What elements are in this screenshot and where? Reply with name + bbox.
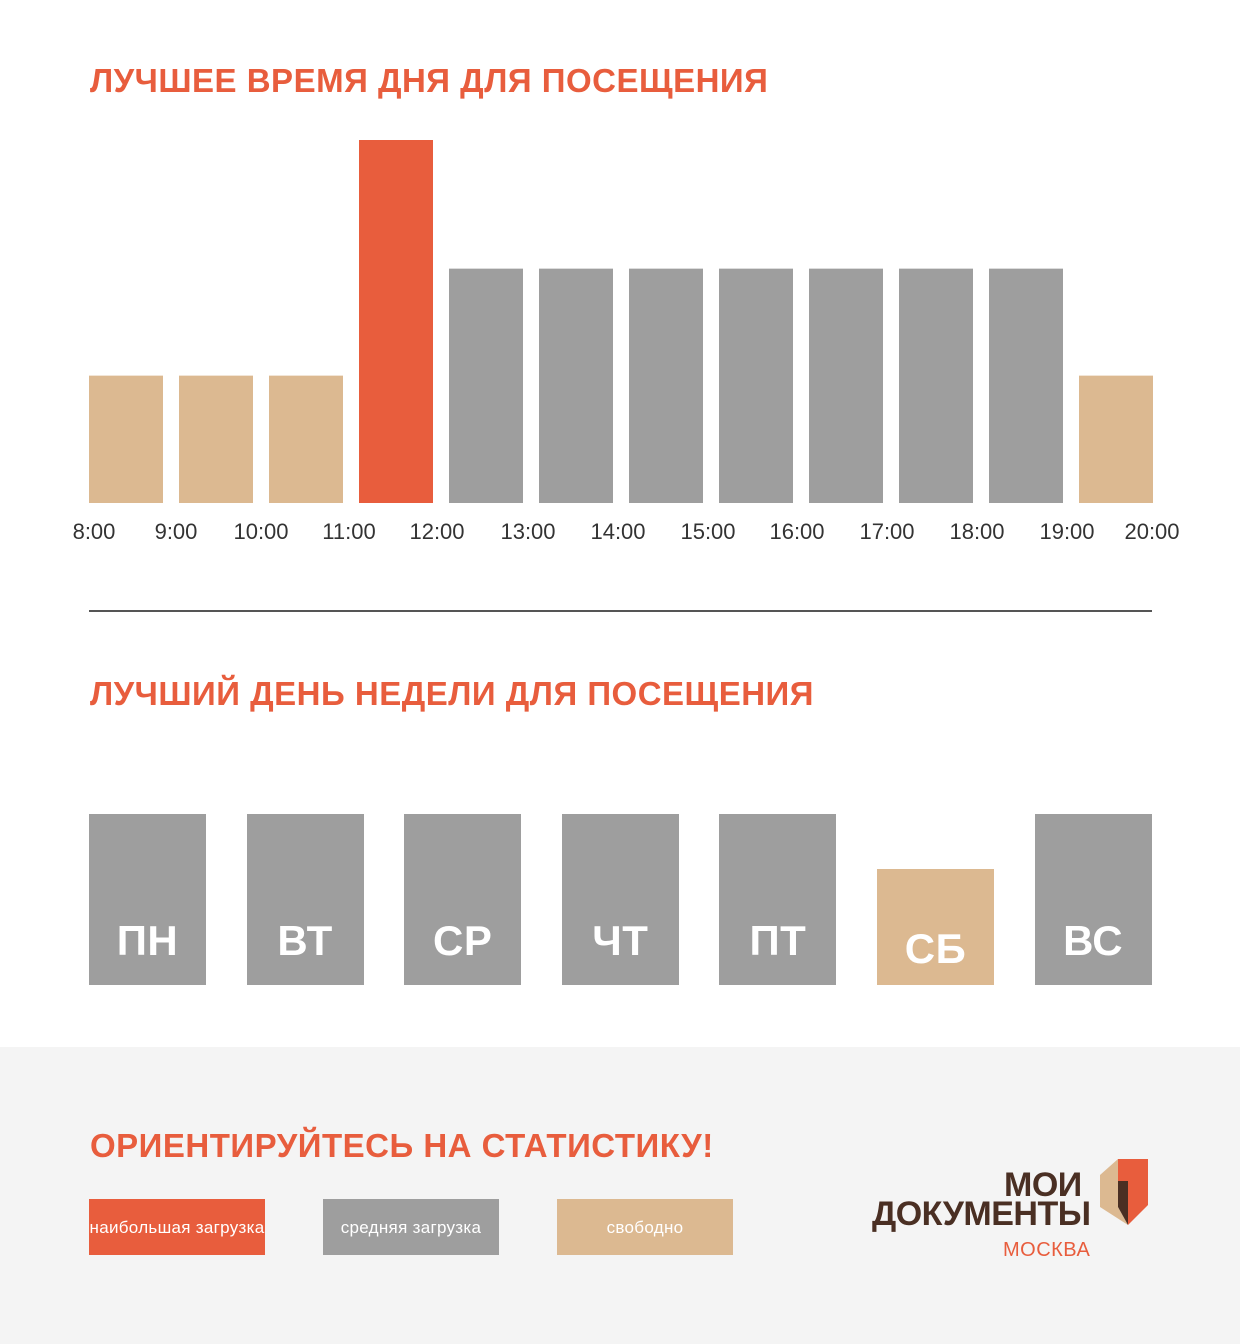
hour-tick-label: 17:00: [859, 519, 914, 544]
logo-line2: ДОКУМЕНТЫ: [872, 1195, 1091, 1233]
moi-dokumenty-logo: МОИ ДОКУМЕНТЫ МОСКВА: [870, 1147, 1170, 1307]
hour-tick-label: 19:00: [1039, 519, 1094, 544]
hours-chart-title: ЛУЧШЕЕ ВРЕМЯ ДНЯ ДЛЯ ПОСЕЩЕНИЯ: [90, 62, 769, 99]
hour-tick-label: 8:00: [73, 519, 116, 544]
days-chart-title: ЛУЧШИЙ ДЕНЬ НЕДЕЛИ ДЛЯ ПОСЕЩЕНИЯ: [90, 675, 814, 712]
hour-tick-label: 14:00: [590, 519, 645, 544]
legend-free: свободно: [557, 1199, 733, 1255]
hour-bar-19:00: [1079, 375, 1153, 503]
hour-tick-label: 9:00: [155, 519, 198, 544]
hour-tick-label: 18:00: [949, 519, 1004, 544]
legend-average-label: средняя загрузка: [340, 1217, 482, 1237]
footer: ОРИЕНТИРУЙТЕСЬ НА СТАТИСТИКУ! наибольшая…: [0, 1047, 1240, 1344]
hour-bar-15:00: [719, 268, 793, 503]
hour-tick-label: 12:00: [409, 519, 464, 544]
day-bar-ВТ: ВТ: [246, 814, 364, 985]
hour-bar-13:00: [539, 268, 613, 503]
footer-title: ОРИЕНТИРУЙТЕСЬ НА СТАТИСТИКУ!: [90, 1127, 714, 1164]
hour-bar-8:00: [89, 375, 163, 503]
hour-bar-11:00: [359, 140, 433, 503]
hour-tick-label: 15:00: [680, 519, 735, 544]
hour-bar-18:00: [989, 268, 1063, 503]
hour-tick-label: 16:00: [769, 519, 824, 544]
legend-busy: наибольшая загрузка: [89, 1199, 265, 1255]
day-bar-ЧТ: ЧТ: [561, 814, 679, 985]
hour-tick-label: 20:00: [1124, 519, 1179, 544]
legend-free-label: свободно: [606, 1217, 684, 1237]
hour-bar-17:00: [899, 268, 973, 503]
hour-bar-9:00: [179, 375, 253, 503]
day-bar-СБ: СБ: [877, 868, 994, 985]
legend-average: средняя загрузка: [323, 1199, 499, 1255]
day-bar-ПТ: ПТ: [719, 814, 837, 985]
hour-bar-10:00: [269, 375, 343, 503]
hour-tick-label: 11:00: [322, 519, 375, 544]
logo-line1: МОИ: [1004, 1166, 1082, 1204]
logo-city: МОСКВА: [1003, 1239, 1091, 1261]
hour-bar-12:00: [449, 268, 523, 503]
day-bar-ПН: ПН: [89, 814, 206, 985]
hour-tick-label: 13:00: [500, 519, 555, 544]
hour-bar-14:00: [629, 268, 703, 503]
day-bar-ВС: ВС: [1034, 814, 1152, 985]
section-divider: [89, 610, 1152, 612]
brand-emblem-icon: [1100, 1159, 1148, 1225]
hour-tick-label: 10:00: [233, 519, 288, 544]
hour-bar-16:00: [809, 268, 883, 503]
hours-chart: 8:00 9:00 10:00 11:00 12:00 13:00 14:00 15:00 16…: [73, 140, 1180, 544]
day-bar-СР: СР: [404, 814, 522, 985]
legend-busy-label: наибольшая загрузка: [89, 1217, 265, 1237]
